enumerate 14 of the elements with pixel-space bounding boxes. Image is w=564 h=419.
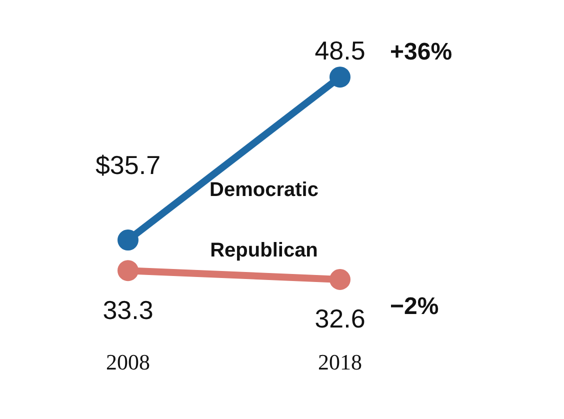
data-label: 48.5 (314, 35, 366, 66)
x-tick-label: 2018 (318, 350, 362, 375)
point (330, 269, 350, 290)
data-label: $35.7 (95, 150, 161, 180)
data-label: 32.6 (314, 304, 366, 334)
x-tick-label: 2008 (106, 350, 150, 375)
point (118, 260, 138, 282)
series-label: Democratic (210, 179, 318, 202)
point (330, 66, 350, 88)
series-label: Republican (210, 240, 318, 262)
annotation: −2% (390, 293, 439, 320)
data-label: 33.3 (102, 294, 154, 325)
point (118, 230, 138, 251)
annotation: +36% (390, 38, 452, 66)
